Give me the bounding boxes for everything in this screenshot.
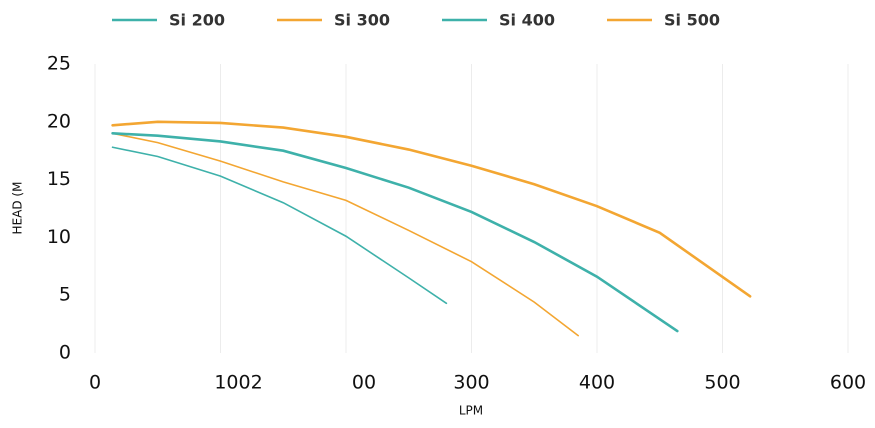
y-axis-label: HEAD (M	[11, 182, 25, 235]
legend-label: Si 300	[334, 11, 390, 30]
x-tick-label: 300	[453, 372, 489, 394]
series-line	[111, 120, 752, 298]
legend-label: Si 200	[169, 11, 225, 30]
series-line	[111, 132, 679, 333]
x-tick-label: 1002	[214, 372, 262, 394]
y-tick-label: 5	[59, 284, 71, 306]
y-tick-label: 0	[59, 342, 71, 364]
series-line	[111, 132, 579, 337]
series-line	[111, 146, 448, 305]
x-tick-label: 500	[704, 372, 740, 394]
x-axis-label: LPM	[459, 404, 483, 418]
y-tick-label: 25	[47, 53, 71, 75]
x-tick-label: 0	[89, 372, 101, 394]
x-tick-label: 00	[352, 372, 376, 394]
y-tick-label: 10	[47, 226, 71, 248]
legend-label: Si 400	[499, 11, 555, 30]
y-tick-label: 15	[47, 168, 71, 190]
x-tick-label: 400	[579, 372, 615, 394]
legend-label: Si 500	[664, 11, 720, 30]
y-tick-label: 20	[47, 110, 71, 132]
x-tick-label: 600	[830, 372, 866, 394]
